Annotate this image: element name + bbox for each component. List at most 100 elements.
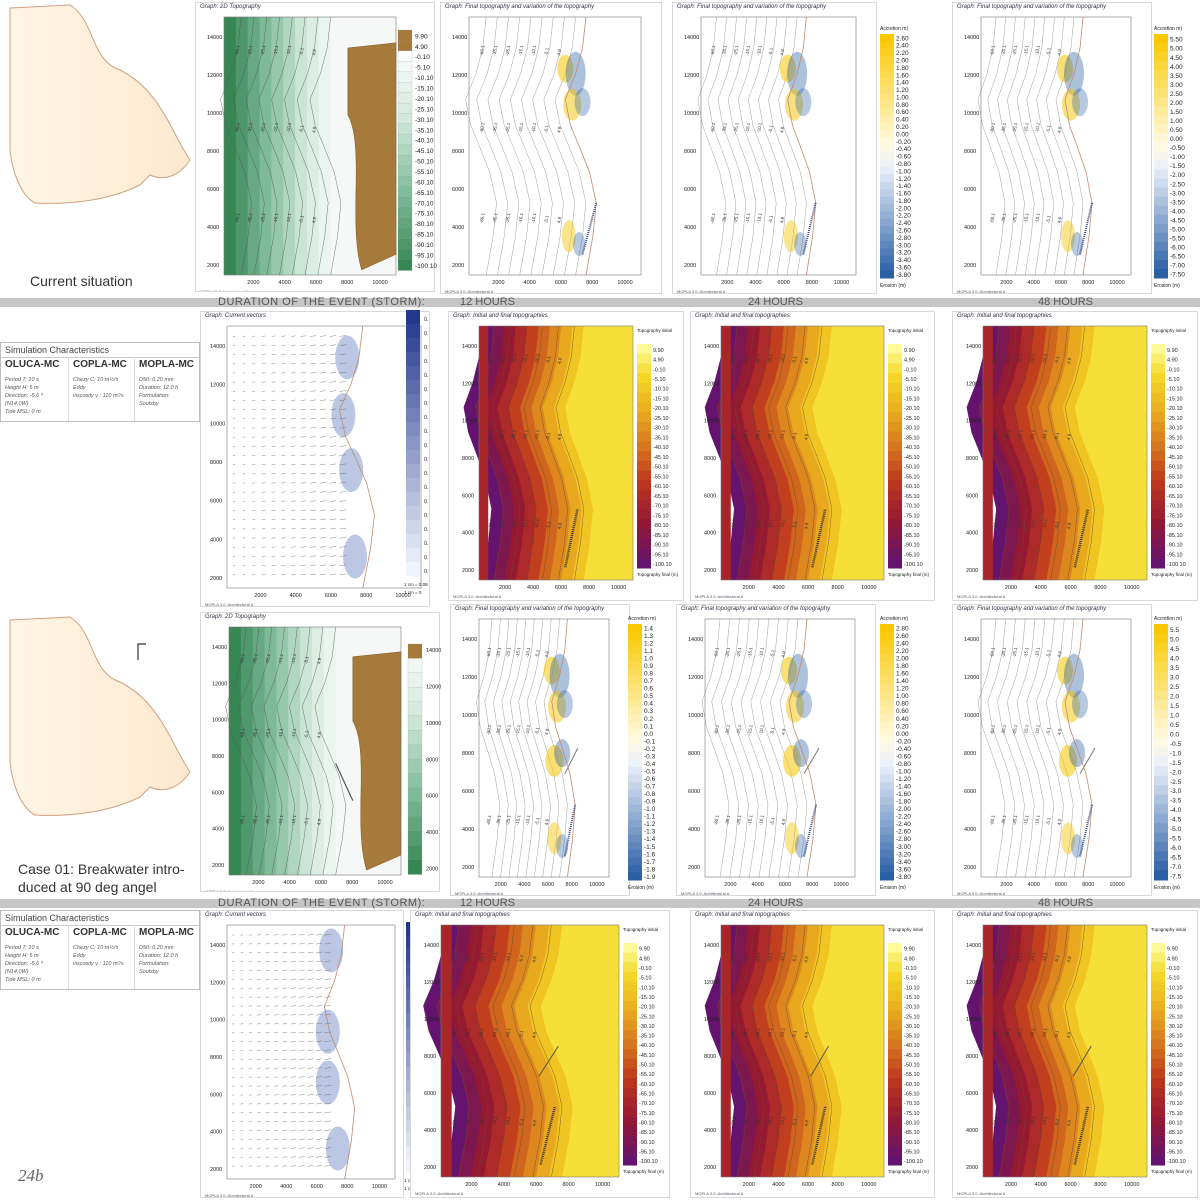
graph-initial-final-48h-1: Graph: Initial and final topographies -6… xyxy=(952,311,1198,601)
x-tick-label: 8000 xyxy=(341,280,353,286)
colorbar-tick-label: -0.10 xyxy=(653,367,666,373)
y-tick-label: 12000 xyxy=(704,381,719,387)
y-tick-label: 12000 xyxy=(452,73,467,79)
current-vector xyxy=(257,1024,260,1025)
current-vector xyxy=(291,1006,296,1007)
colorbar-tick-label: -6.00 xyxy=(1170,245,1185,252)
graph-variation-24h-current: Graph: Final topography and variation of… xyxy=(672,2,877,294)
x-tick-label: 10000 xyxy=(595,1182,610,1188)
colorbar-tick-label: -0.60 xyxy=(896,154,911,161)
colorbar-swatch xyxy=(1154,662,1168,672)
colorbar-tick-label: 0.1 xyxy=(644,723,653,730)
current-vector xyxy=(291,961,296,962)
current-vector xyxy=(299,1014,304,1015)
colorbar-title: Accretion m) xyxy=(1154,26,1182,32)
current-vector xyxy=(320,510,326,511)
duration-24-hours: 24 HOURS xyxy=(748,897,803,909)
colorbar-tick-label: -5.50 xyxy=(1170,235,1185,242)
contour-label: -15.1 xyxy=(1023,44,1030,55)
x-tick-label: 8000 xyxy=(341,1184,353,1190)
y-tick-label: 6000 xyxy=(684,187,696,193)
y-tick-label: 2000 xyxy=(210,576,222,582)
y-tick-label: 2000 xyxy=(964,865,976,871)
colorbar-tick-label: -95.10 xyxy=(904,1149,920,1155)
variation-layer xyxy=(780,17,816,275)
colorbar-tick-label: 3.50 xyxy=(1170,73,1183,80)
colorbar-swatch xyxy=(888,962,902,972)
y-tick-label: 4000 xyxy=(964,827,976,833)
contour-label: -15.1 xyxy=(518,44,525,55)
simulation-title: Simulation Characteristics xyxy=(1,911,199,926)
duration-band-1 xyxy=(0,298,1200,307)
current-vector xyxy=(282,1139,287,1140)
contour-label: 4.9 xyxy=(1057,728,1063,736)
contour-label: -10.1 xyxy=(1034,724,1041,735)
x-tick-label: 2000 xyxy=(1005,585,1017,591)
colorbar-swatch xyxy=(637,558,651,568)
colorbar-swatch xyxy=(628,714,642,722)
colorbar-swatch xyxy=(406,324,420,339)
current-vector xyxy=(301,391,306,392)
colorbar-tick-label: 2.20 xyxy=(896,648,909,655)
colorbar-swatch xyxy=(880,760,894,768)
x-tick-label: 4000 xyxy=(772,1182,784,1188)
current-vector xyxy=(308,1139,314,1140)
current-vector xyxy=(291,391,296,392)
colorbar-tick-label: 1.80 xyxy=(896,663,909,670)
colorbar-swatch xyxy=(628,737,642,745)
colorbar-tick-label: -4.5 xyxy=(1170,817,1182,824)
colorbar-swatch xyxy=(1151,558,1165,568)
current-vector xyxy=(281,464,285,465)
y-tick-label: 8000 xyxy=(207,149,219,155)
contour-label: -60.1 xyxy=(713,724,720,735)
colorbar-tick-label: -1.6 xyxy=(644,851,656,858)
contour-label: -60.1 xyxy=(989,44,996,55)
y-tick-label: 8000 xyxy=(462,456,474,462)
current-vector xyxy=(340,574,347,575)
variation-blob xyxy=(795,88,811,116)
colorbar-tick-label: -5.5 xyxy=(1170,836,1182,843)
current-vector xyxy=(266,1050,270,1051)
caption-current-situation: Current situation xyxy=(30,272,133,290)
mopla-name: MOPLA-MC xyxy=(139,359,197,370)
current-vector xyxy=(272,528,276,529)
x-tick-label: 8000 xyxy=(1082,882,1094,888)
current-vector xyxy=(282,1077,287,1078)
contour-label: -15.1 xyxy=(747,724,754,735)
colorbar-swatch xyxy=(628,805,642,813)
colorbar-tick-label: -10.10 xyxy=(653,387,669,393)
current-vector xyxy=(281,446,285,447)
variation-blob xyxy=(575,88,591,116)
current-vector xyxy=(291,556,296,557)
colorbar-swatch xyxy=(880,152,894,160)
colorbar-swatch xyxy=(1154,728,1168,738)
y-tick-label: 2000 xyxy=(462,568,474,574)
colorbar-tick-label: -80.10 xyxy=(653,523,669,529)
current-vector xyxy=(257,1112,260,1113)
colorbar-tick-label: -95.10 xyxy=(1167,552,1183,558)
contour-label: -5.1 xyxy=(543,215,549,224)
variation-blob xyxy=(554,739,570,767)
current-vector xyxy=(330,436,336,437)
current-vector xyxy=(320,381,326,382)
y-tick-label: 8000 xyxy=(964,149,976,155)
colorbar-swatch xyxy=(888,1155,902,1165)
colorbar-swatch xyxy=(628,707,642,715)
colorbar-swatch xyxy=(1151,991,1165,1001)
colorbar-swatch xyxy=(888,972,902,982)
colorbar-swatch xyxy=(888,412,902,422)
colorbar-tick-label: 4.90 xyxy=(415,44,428,51)
y-tick-label: 14000 xyxy=(462,637,477,643)
colorbar-tick-label: 4.90 xyxy=(1167,956,1178,962)
current-vector xyxy=(291,970,296,971)
current-vector xyxy=(272,501,276,502)
colorbar-swatch xyxy=(1151,1011,1165,1021)
footer-label: MOPLA 3.0: Architectural A xyxy=(681,891,730,896)
current-vector xyxy=(301,556,306,557)
colorbar-tick-label: -10.10 xyxy=(1167,985,1183,991)
current-vector xyxy=(308,1112,314,1113)
colorbar-tick-label: 3.00 xyxy=(1170,82,1183,89)
colorbar-swatch xyxy=(888,1136,902,1146)
current-vector xyxy=(274,1130,278,1131)
colorbar-swatch xyxy=(888,539,902,549)
